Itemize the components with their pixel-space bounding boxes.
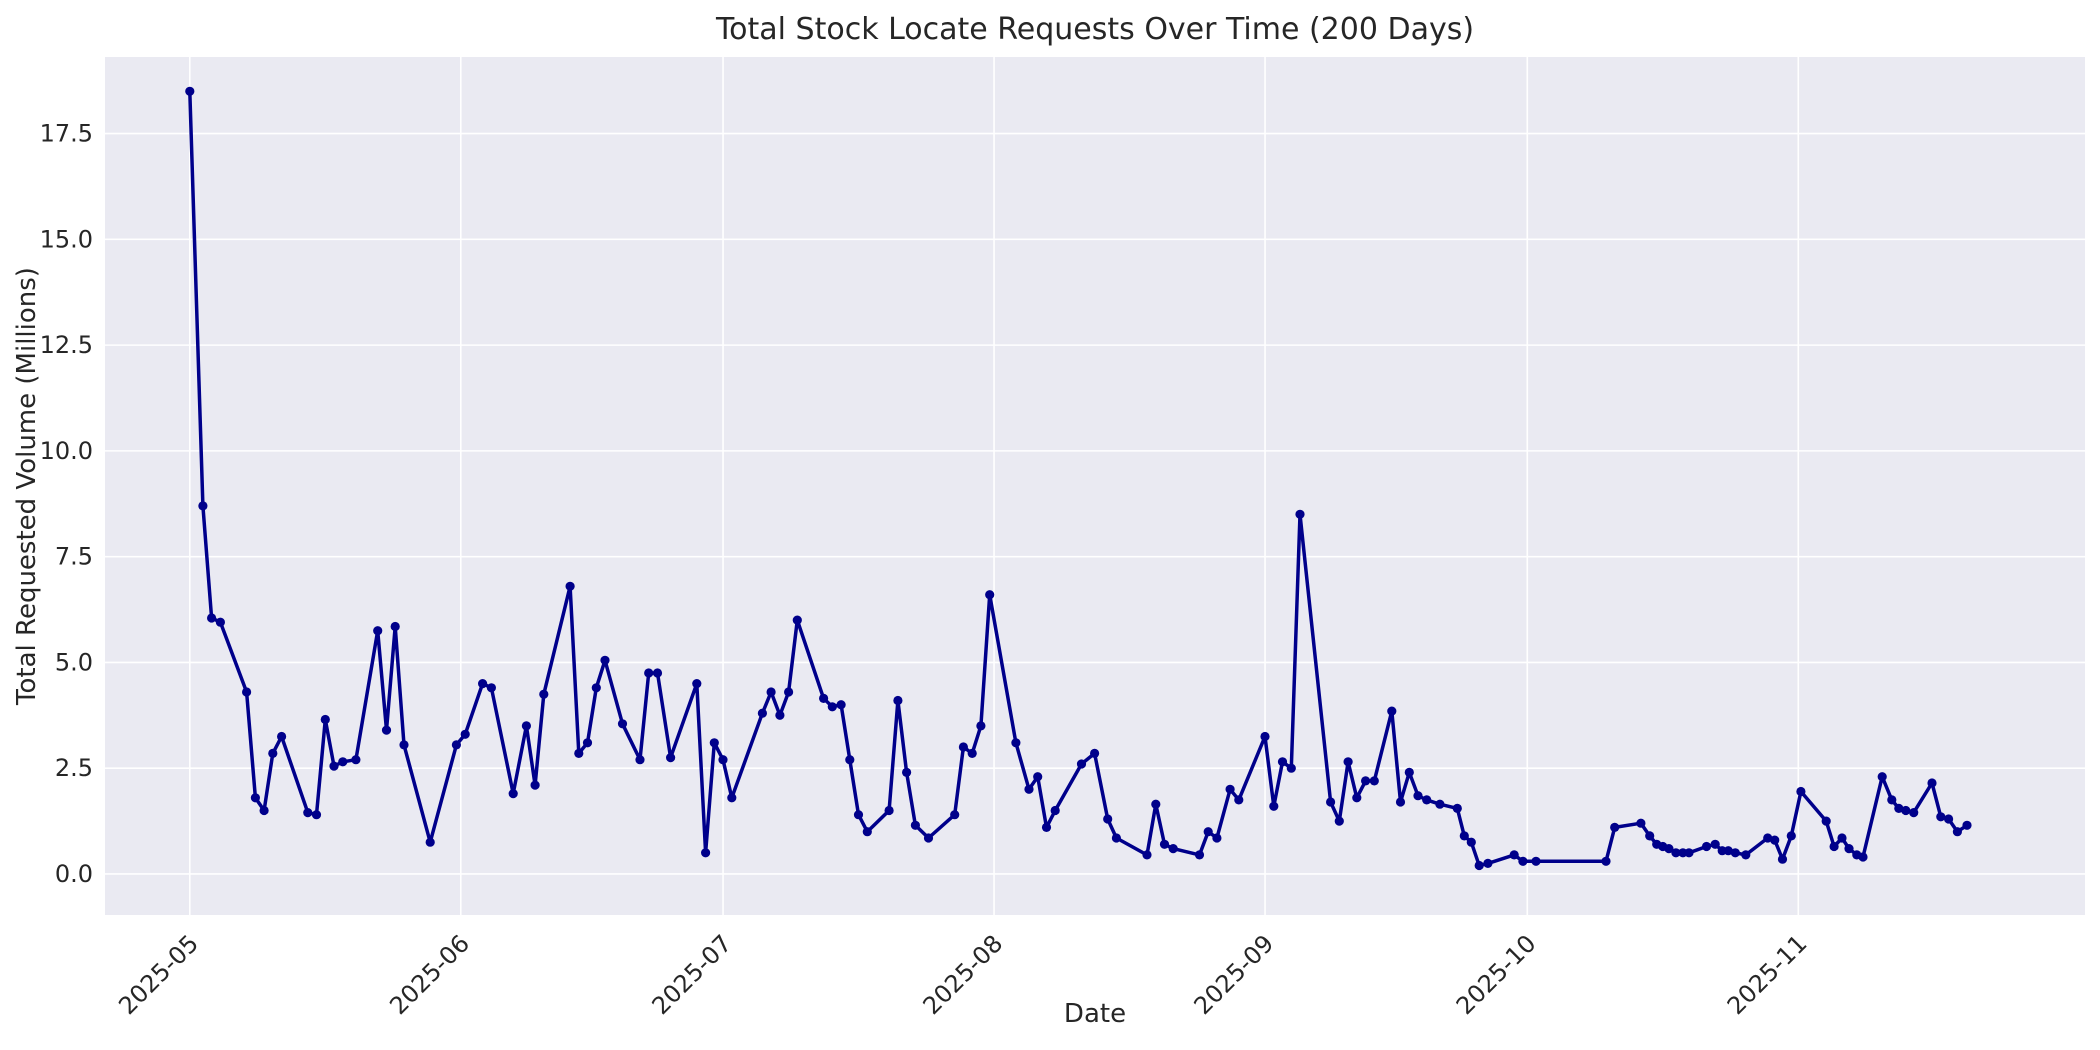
svg-text:0.0: 0.0 [55,860,93,888]
plot-background [105,57,2085,915]
gridlines [105,57,2085,915]
svg-text:15.0: 15.0 [40,225,93,253]
data-points [185,86,1972,871]
y-tick-labels: 0.0 2.5 5.0 7.5 10.0 12.5 15.0 17.5 [40,120,93,888]
chart-title: Total Stock Locate Requests Over Time (2… [715,12,1475,47]
svg-text:10.0: 10.0 [40,437,93,465]
svg-text:7.5: 7.5 [55,543,93,571]
svg-text:17.5: 17.5 [40,120,93,148]
svg-text:12.5: 12.5 [40,331,93,359]
svg-text:5.0: 5.0 [55,648,93,676]
x-axis-title: Date [1063,999,1127,1029]
y-axis-title: Total Requested Volume (Millions) [12,267,42,705]
svg-text:2.5: 2.5 [55,754,93,782]
